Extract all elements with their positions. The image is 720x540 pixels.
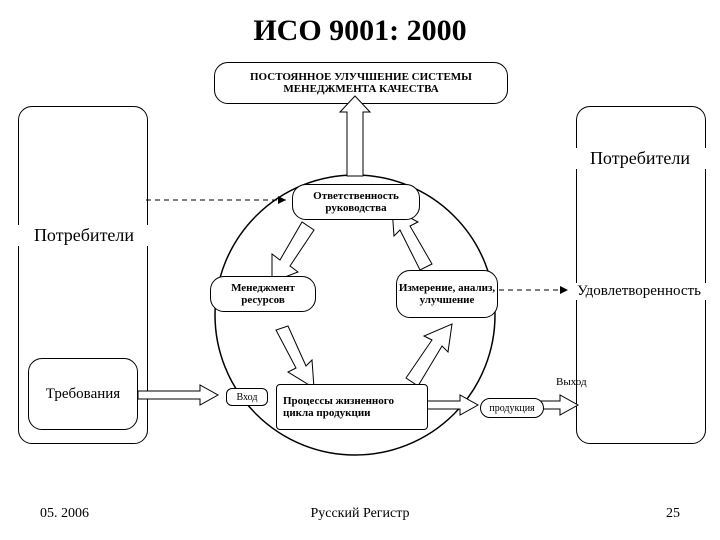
cycle-arrow-top-left-icon [272,222,314,282]
cycle-arrow-bottom-left-icon [276,326,314,388]
top-improvement-text: ПОСТОЯННОЕ УЛУЧШЕНИЕ СИСТЕМЫ МЕНЕДЖМЕНТА… [217,71,505,95]
main-title: ИСО 9001: 2000 [0,14,720,48]
output-label: Выход [556,376,587,388]
input-label-box: Вход [226,388,268,406]
arrow-product-icon [420,395,478,415]
page: ИСО 9001: 2000 ПОСТОЯННОЕ УЛУЧШЕНИЕ СИСТ… [0,0,720,540]
cycle-arrow-bottom-right-icon [406,324,452,386]
consumers-left-label: Потребители [18,225,150,246]
measurement-text: Измерение, анализ, улучшение [397,282,497,306]
arrow-requirements-icon [138,385,218,405]
footer-center: Русский Регистр [0,506,720,522]
product-box: продукция [480,398,544,418]
responsibility-text: Ответственность руководства [293,190,419,214]
dashed-arrowhead-left-top [278,196,286,204]
consumers-right-label: Потребители [570,148,710,169]
requirements-box: Требования [28,358,138,430]
arrow-output-icon [540,395,578,415]
satisfaction-label: Удовлетворенность [560,283,718,300]
footer-page: 25 [666,506,680,522]
responsibility-box: Ответственность руководства [292,184,420,220]
input-text: Вход [237,392,258,403]
requirements-text: Требования [46,386,120,403]
processes-box: Процессы жизненного цикла продукции [276,384,428,430]
processes-text: Процессы жизненного цикла продукции [283,395,427,419]
measurement-box: Измерение, анализ, улучшение [396,270,498,318]
product-text: продукция [489,403,534,414]
top-improvement-box: ПОСТОЯННОЕ УЛУЧШЕНИЕ СИСТЕМЫ МЕНЕДЖМЕНТА… [214,62,508,104]
resource-mgmt-box: Менеджмент ресурсов [210,276,316,312]
arrow-up-icon [340,96,370,176]
resource-mgmt-text: Менеджмент ресурсов [211,282,315,306]
